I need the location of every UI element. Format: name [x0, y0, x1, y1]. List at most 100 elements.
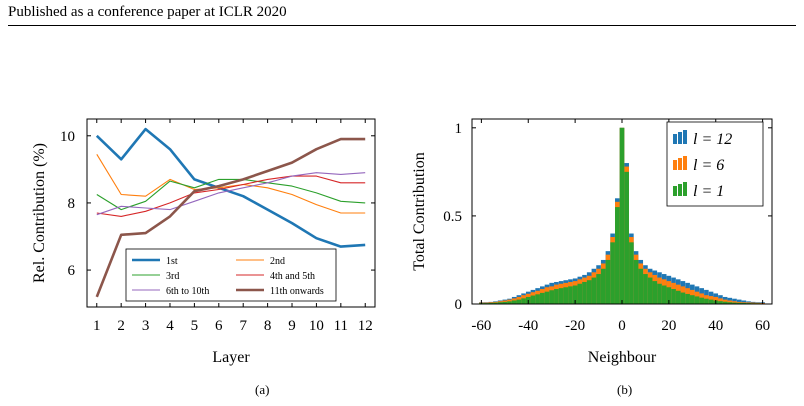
histogram-chart-b: -60 -40 -20 0 20 40 60 0 0.5 1 Neighbour Total Cont… [411, 118, 773, 366]
bar-series-2 [596, 274, 601, 304]
legend-label-5: 11th onwards [270, 286, 324, 297]
legend-swatch-2 [683, 182, 687, 196]
bar-series-2 [497, 302, 503, 304]
bar-series-0 [736, 299, 742, 304]
bar-series-2 [577, 283, 583, 304]
series-line-5 [95, 137, 366, 298]
legend-label-1: l = 6 [693, 157, 724, 174]
legend-box [125, 248, 337, 302]
bar-series-2 [535, 294, 540, 304]
bar-series-2 [488, 302, 494, 304]
legend-swatch-0 [683, 130, 687, 144]
bar-series-2 [516, 299, 522, 304]
bar-series-2 [671, 289, 676, 304]
x-tick-label: 12 [358, 318, 373, 334]
bar-series-2 [718, 301, 723, 304]
bar-series-2 [624, 171, 629, 304]
bar-series-2 [638, 268, 644, 304]
legend-swatch-0 [678, 132, 682, 144]
bar-series-2 [549, 290, 554, 304]
series-line-3 [96, 175, 366, 217]
bar-series-2 [600, 268, 606, 304]
x-tick-label: 5 [191, 318, 199, 334]
conference-header: Published as a conference paper at ICLR … [8, 4, 287, 20]
bar-series-2 [605, 259, 611, 304]
series-line-4 [96, 172, 366, 216]
legend-swatch-1 [683, 156, 687, 170]
legend-label-1: 2nd [270, 256, 285, 267]
series-line-1 [96, 154, 366, 214]
bar-series-2 [582, 281, 587, 304]
bar-series-2 [652, 281, 658, 304]
x-tick-label: 9 [288, 318, 296, 334]
bar-series-2 [727, 302, 733, 304]
x-tick-label: 0 [618, 318, 626, 334]
legend-swatch-0 [673, 134, 677, 144]
legend-label-2: 3rd [166, 271, 179, 282]
x-axis-label: Layer [212, 349, 250, 366]
legend-label-0: l = 12 [693, 131, 732, 148]
x-tick-label: -20 [565, 318, 585, 334]
bar-series-1 [750, 302, 756, 304]
x-tick-label: 11 [334, 318, 348, 334]
y-tick-label: 1 [455, 121, 463, 137]
bar-series-2 [568, 286, 573, 304]
header-divider [8, 25, 796, 26]
legend-swatch-1 [678, 158, 682, 170]
bar-series-2 [666, 287, 672, 304]
bar-series-2 [572, 285, 578, 304]
legend-label-2: l = 1 [693, 183, 724, 200]
x-tick-label: 10 [309, 318, 324, 334]
page-header: Published as a conference paper at ICLR … [0, 0, 804, 30]
series-line-0 [95, 127, 366, 248]
x-tick-label: 6 [215, 318, 223, 334]
x-tick-label: 3 [142, 318, 150, 334]
x-tick-label: 8 [264, 318, 272, 334]
legend-swatch-2 [678, 184, 682, 196]
bar-series-2 [736, 302, 742, 304]
bar-series-2 [591, 277, 597, 304]
x-tick-label: 7 [239, 318, 247, 334]
y-tick-label: 8 [68, 196, 76, 212]
bar-series-2 [558, 288, 564, 304]
bar-series-2 [704, 298, 709, 304]
bar-series-2 [586, 280, 592, 304]
y-tick-label: 6 [68, 263, 76, 279]
bar-series-2 [530, 295, 536, 304]
caption-a: (a) [255, 382, 270, 397]
bar-series-2 [633, 259, 639, 304]
bar-series-2 [657, 283, 662, 304]
bar-series-2 [680, 292, 686, 304]
bar-series-2 [544, 291, 550, 304]
bar-series-2 [661, 285, 667, 304]
bar-series-2 [699, 297, 704, 304]
x-tick-label: -60 [471, 318, 491, 334]
x-tick-label: 1 [93, 318, 101, 334]
legend-label-3: 4th and 5th [270, 271, 315, 282]
y-axis-label: Total Contribution [411, 152, 428, 270]
bar-series-2 [708, 299, 714, 304]
y-tick-label: 0 [455, 297, 463, 313]
bar-series-2 [629, 242, 634, 304]
bar-series-2 [741, 302, 747, 304]
plot-frame [86, 118, 376, 308]
bar-series-2 [685, 293, 690, 304]
bar-series-2 [502, 301, 508, 304]
x-tick-label: 40 [708, 318, 723, 334]
y-tick-label: 0.5 [443, 209, 462, 225]
bar-series-2 [647, 277, 653, 304]
legend-swatch-1 [673, 160, 677, 170]
caption-b: (b) [617, 382, 633, 397]
x-tick-label: 4 [166, 318, 174, 334]
bar-series-2 [722, 301, 728, 304]
bar-series-2 [540, 292, 545, 304]
bar-series-2 [690, 295, 695, 304]
x-tick-label: 2 [117, 318, 125, 334]
legend-label-4: 6th to 10th [166, 286, 209, 297]
legend-swatch-2 [673, 186, 677, 196]
x-tick-label: 20 [661, 318, 676, 334]
bar-series-2 [610, 242, 615, 304]
bar-series-2 [554, 289, 559, 304]
bar-series-2 [511, 300, 517, 304]
